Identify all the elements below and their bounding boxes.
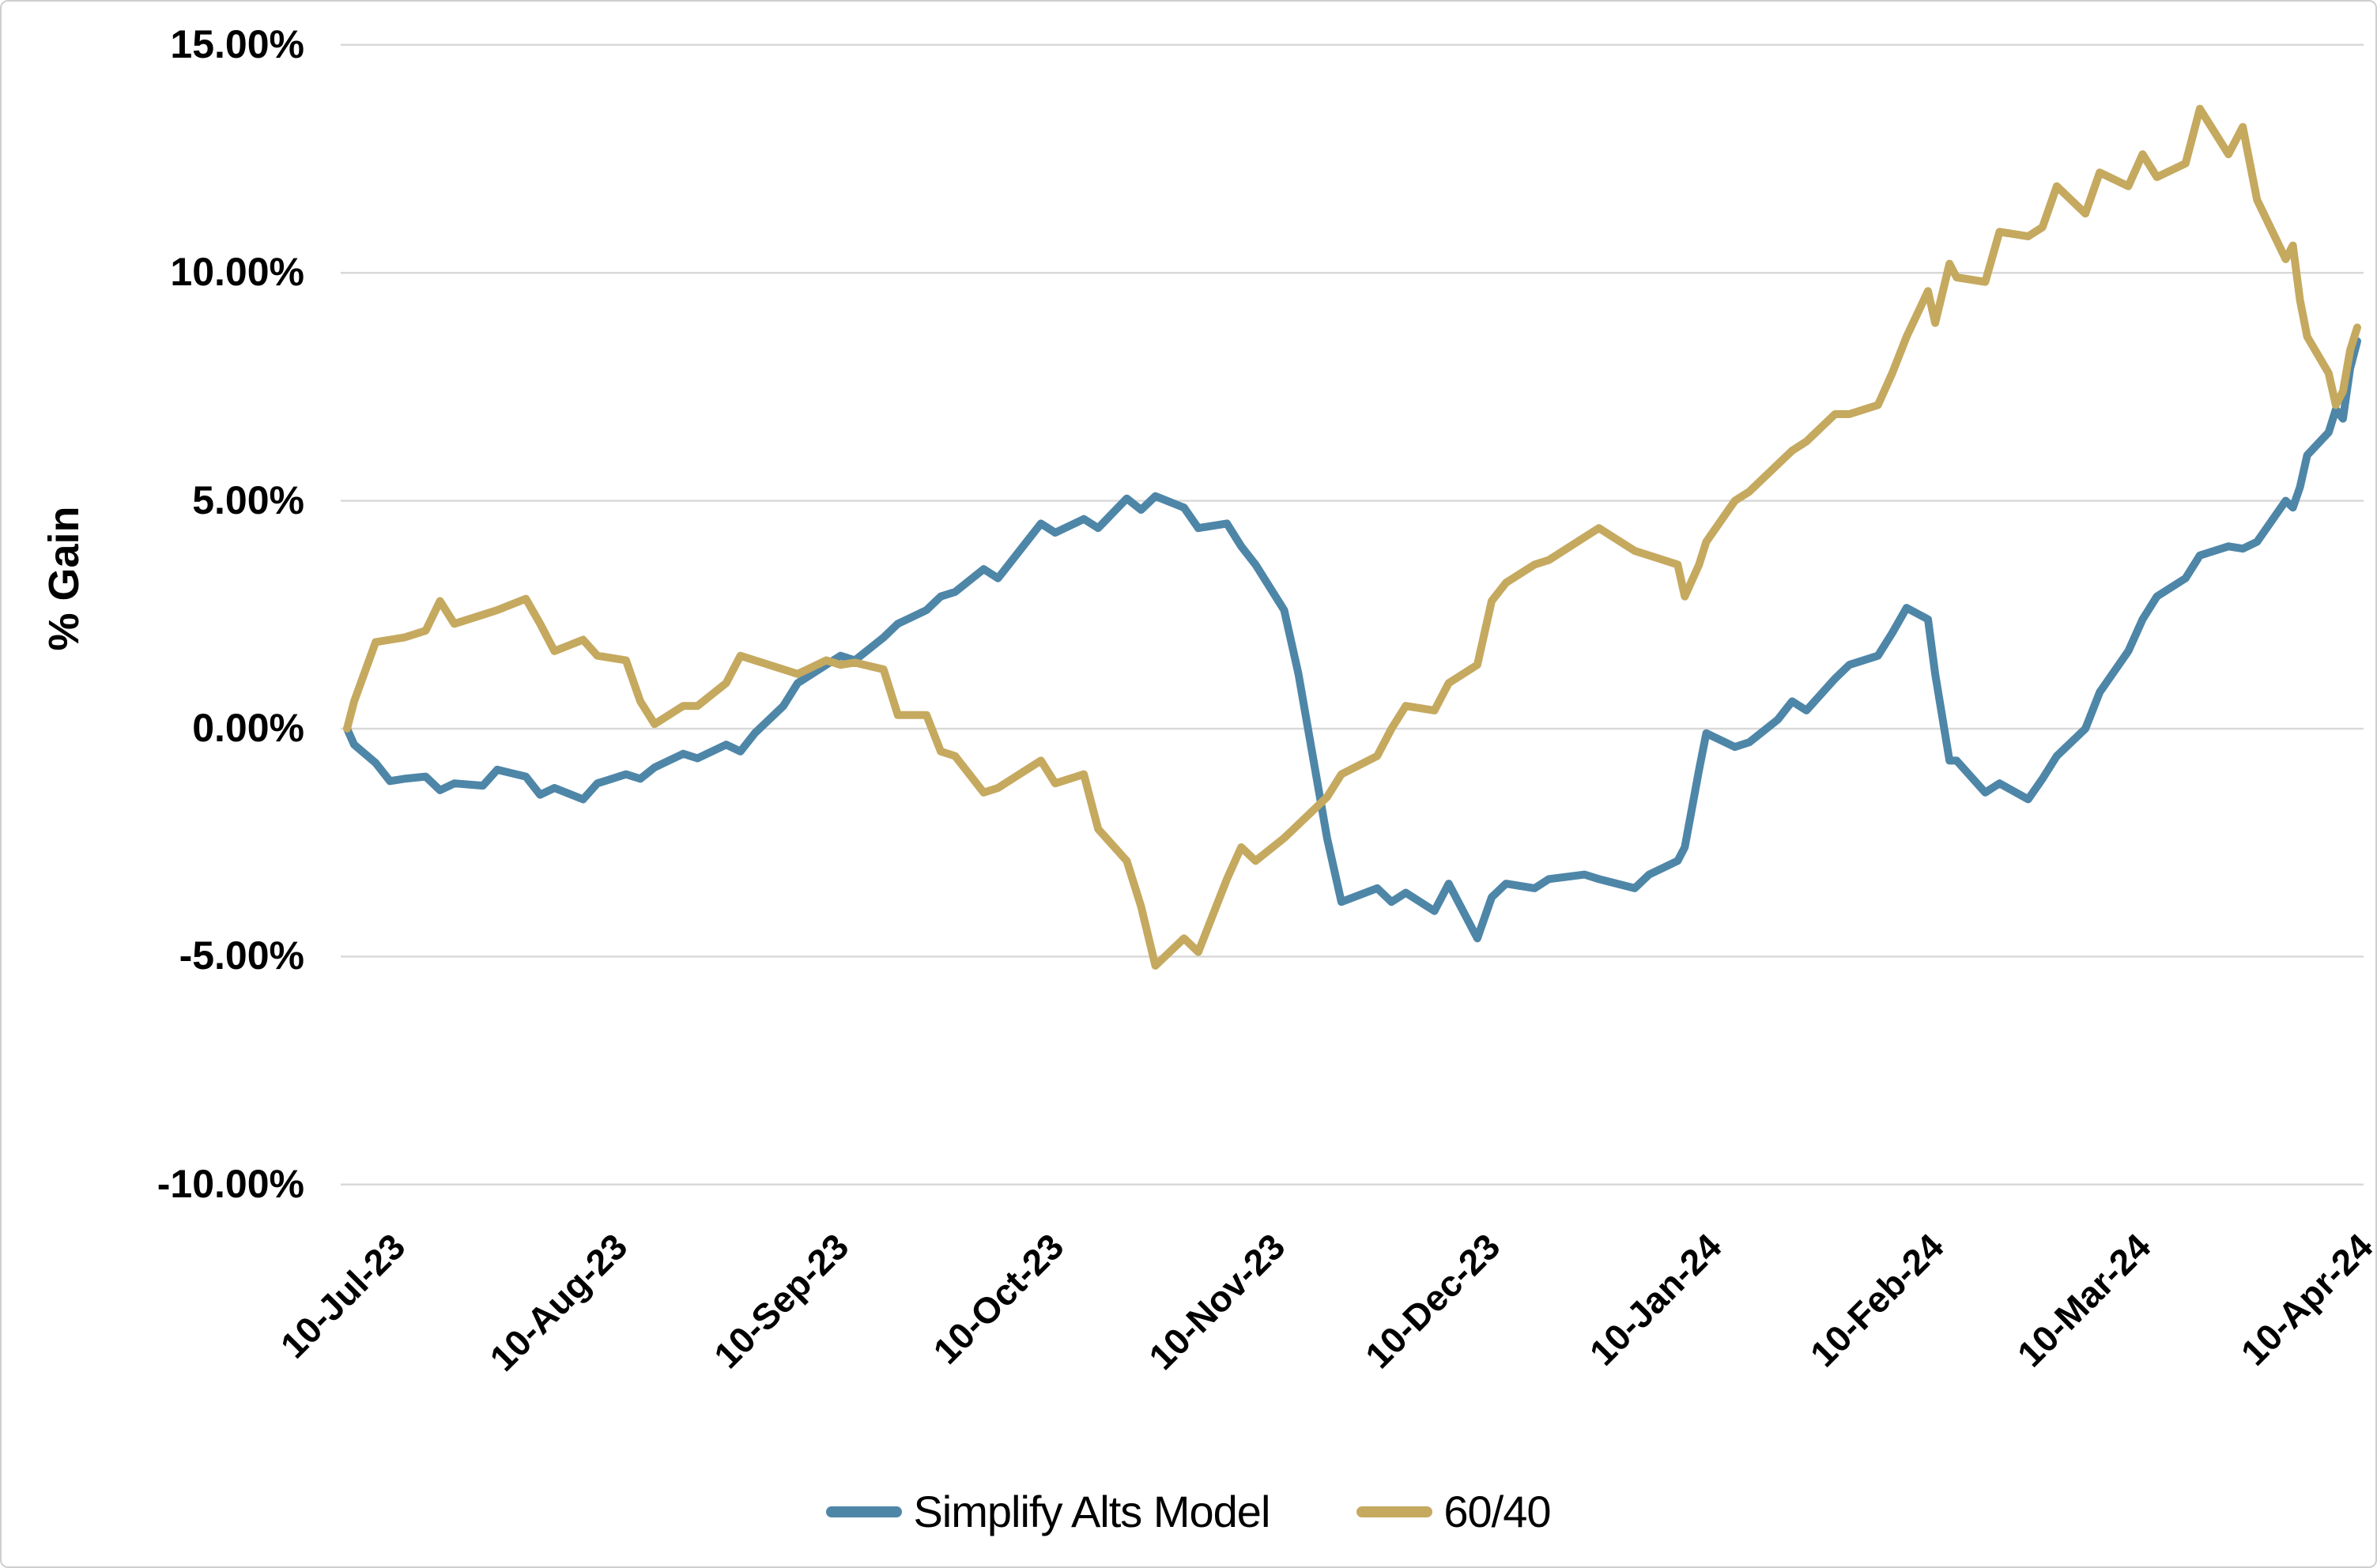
series-lines (343, 104, 2361, 970)
legend-line-swatch-blue-icon (826, 1506, 903, 1517)
y-tick-label: 0.00% (192, 706, 304, 750)
gridlines (341, 43, 2364, 1186)
y-tick-label: 5.00% (192, 477, 304, 522)
y-tick-label: 15.00% (170, 21, 304, 66)
y-axis-title: % Gain (40, 506, 88, 651)
legend-line-swatch-gold-icon (1356, 1506, 1433, 1517)
y-tick-label: -10.00% (157, 1161, 304, 1206)
legend-item-simplify-alts-model: Simplify Alts Model (826, 1486, 1270, 1537)
y-tick-label: -5.00% (179, 933, 304, 978)
y-tick-label: 10.00% (170, 250, 304, 295)
legend-item-60-40: 60/40 (1356, 1486, 1552, 1537)
series-line-simplify-alts-model (343, 337, 2361, 943)
legend-label: 60/40 (1443, 1487, 1551, 1536)
series-line-60-40 (343, 104, 2361, 970)
legend: Simplify Alts Model 60/40 (2, 1486, 2375, 1537)
legend-label: Simplify Alts Model (913, 1487, 1270, 1536)
